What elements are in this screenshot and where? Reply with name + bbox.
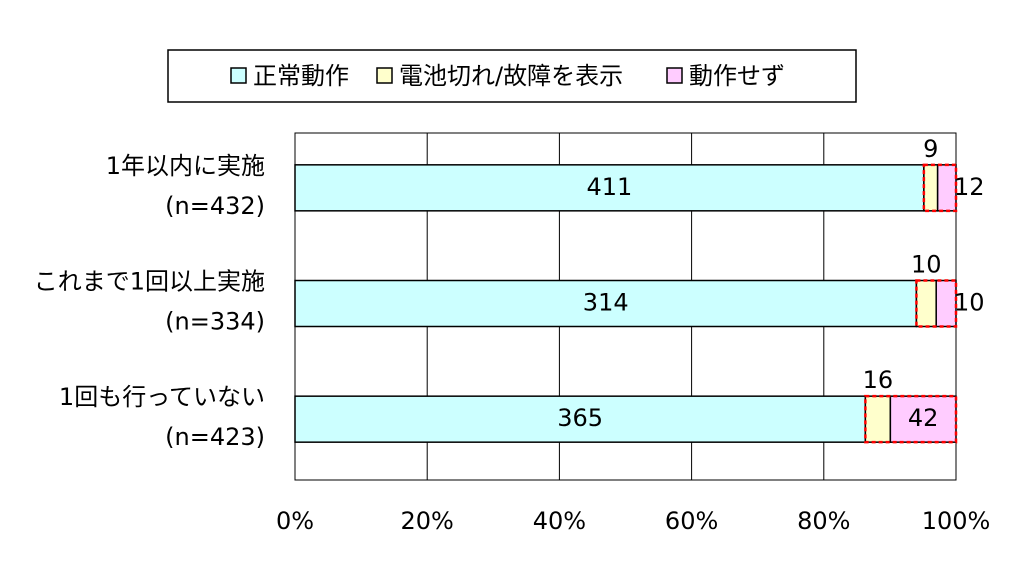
highlight-box <box>864 394 958 444</box>
data-label: 10 <box>954 289 985 317</box>
bar-segment <box>923 164 939 212</box>
y-tick-label: (n=432) <box>165 192 265 220</box>
legend-label: 電池切れ/故障を表示 <box>399 62 623 90</box>
legend-swatch <box>376 67 393 84</box>
x-tick-label: 100% <box>922 507 991 535</box>
bar-segment <box>294 279 918 328</box>
legend-swatch <box>666 67 683 84</box>
data-label: 16 <box>863 366 894 394</box>
x-tick-label: 80% <box>797 507 850 535</box>
y-tick-label: (n=334) <box>165 308 265 336</box>
highlight-box <box>922 163 958 213</box>
y-tick-label: 1年以内に実施 <box>106 152 265 180</box>
bar-segment <box>915 279 937 328</box>
legend-label: 正常動作 <box>253 62 349 90</box>
bar-segment <box>864 395 892 443</box>
highlight-box <box>915 279 958 328</box>
x-tick-label: 20% <box>401 507 454 535</box>
legend-box <box>167 49 857 103</box>
y-tick-label: 1回も行っていない <box>59 383 265 411</box>
data-label: 9 <box>923 135 938 163</box>
data-label: 365 <box>557 404 603 432</box>
data-label: 314 <box>583 289 629 317</box>
x-tick-label: 0% <box>276 507 314 535</box>
y-tick-label: これまで1回以上実施 <box>34 268 265 296</box>
data-label: 10 <box>911 251 942 279</box>
x-tick-label: 40% <box>533 507 586 535</box>
legend-swatch <box>230 67 247 84</box>
data-label: 42 <box>908 404 939 432</box>
legend-label: 動作せず <box>689 62 785 90</box>
y-tick-label: (n=423) <box>165 423 265 451</box>
legend: 正常動作 電池切れ/故障を表示 動作せず <box>230 62 785 90</box>
bar-segment <box>294 395 867 443</box>
data-label: 411 <box>587 173 633 201</box>
data-label: 12 <box>954 173 985 201</box>
x-tick-label: 60% <box>665 507 718 535</box>
